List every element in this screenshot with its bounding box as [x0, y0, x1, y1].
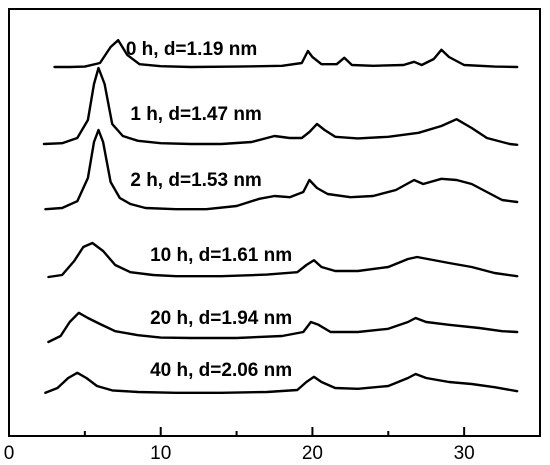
- series-label: 1 h, d=1.47 nm: [130, 104, 261, 125]
- series-label: 20 h, d=1.94 nm: [150, 308, 292, 329]
- x-tick-label: 20: [302, 443, 323, 464]
- plot-frame: [8, 8, 541, 437]
- x-axis-tick-labels: 0 10 20 30: [4, 443, 475, 464]
- series-labels: 0 h, d=1.19 nm 1 h, d=1.47 nm 2 h, d=1.5…: [126, 39, 292, 381]
- series-label: 40 h, d=2.06 nm: [150, 360, 292, 381]
- series-traces: [42, 39, 519, 394]
- series-label: 10 h, d=1.61 nm: [150, 245, 292, 266]
- series-label: 0 h, d=1.19 nm: [126, 39, 257, 60]
- series-line: [47, 311, 519, 344]
- series-line: [44, 371, 519, 394]
- x-tick-label: 10: [150, 443, 171, 464]
- series-line: [47, 241, 519, 279]
- series-label: 2 h, d=1.53 nm: [130, 170, 261, 191]
- x-tick-label: 0: [4, 443, 15, 464]
- x-tick-label: 30: [454, 443, 475, 464]
- x-axis-ticks: [8, 427, 541, 436]
- series-line: [53, 39, 519, 69]
- series-line: [42, 66, 519, 146]
- series-line: [44, 128, 519, 211]
